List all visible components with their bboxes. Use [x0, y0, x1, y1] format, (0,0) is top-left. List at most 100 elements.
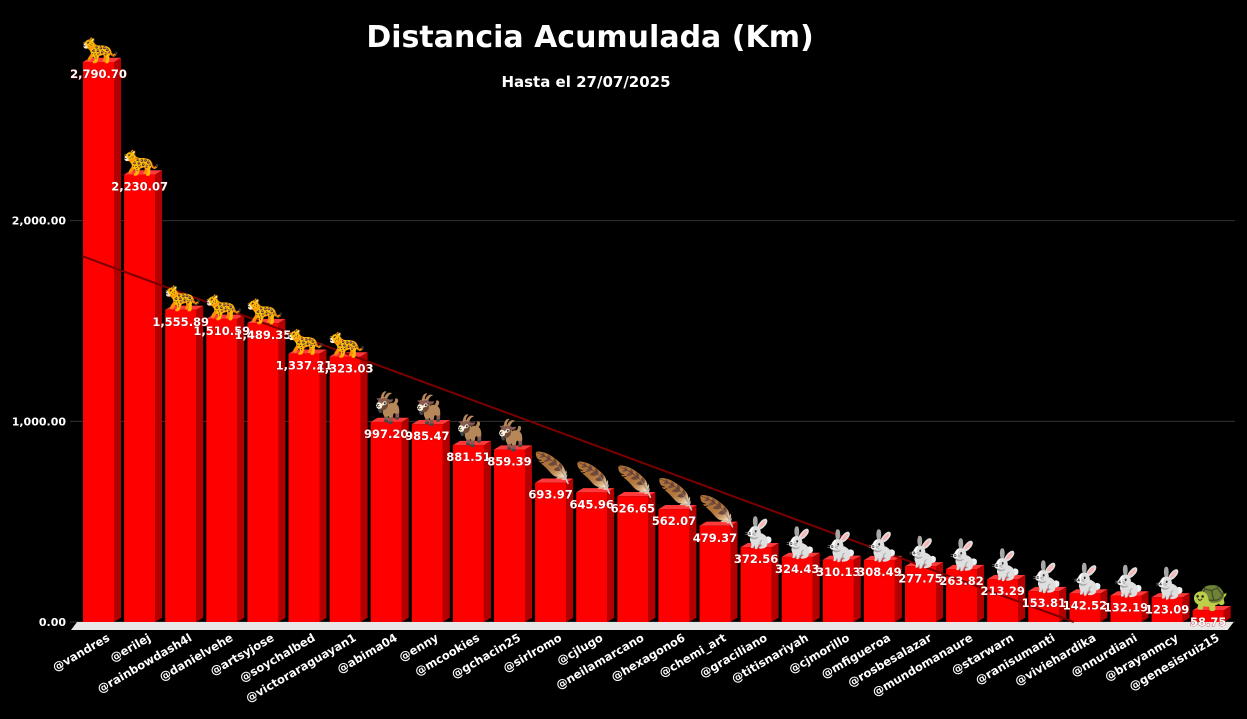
bar: [617, 496, 649, 622]
bar-top: [452, 440, 491, 446]
bar-top: [617, 492, 656, 497]
rabbit-icon: 🐇: [1068, 561, 1105, 597]
bar-top: [740, 543, 779, 548]
data-label: 132.19: [1104, 600, 1148, 614]
bar-side: [1059, 586, 1067, 622]
bar: [535, 482, 567, 622]
feather-icon: 🪶: [616, 463, 653, 500]
bar-side: [936, 562, 943, 622]
bar: [781, 556, 813, 622]
data-label: 308.49: [857, 565, 901, 579]
bar: [1069, 593, 1101, 622]
y-tick-label: 1,000.00: [12, 415, 67, 428]
data-label: 142.52: [1063, 598, 1107, 612]
y-tick-label: 2,000.00: [12, 215, 67, 228]
bar-top: [658, 505, 697, 510]
bar: [452, 445, 484, 622]
data-label: 310.13: [816, 565, 860, 579]
bar: [124, 174, 156, 622]
bar: [247, 323, 279, 622]
bar-top: [1110, 591, 1149, 596]
leopard-icon: 🐆: [82, 31, 119, 66]
bar-side: [1141, 591, 1149, 622]
data-label: 277.75: [898, 571, 942, 585]
bar: [494, 449, 525, 622]
data-label: 372.56: [734, 552, 778, 566]
rabbit-icon: 🐇: [904, 534, 941, 570]
bar-top: [987, 574, 1026, 580]
bar: [905, 566, 936, 622]
bar-top: [1028, 586, 1067, 592]
chart-title: Distancia Acumulada (Km): [366, 20, 814, 55]
data-label: 2,790.70: [70, 67, 127, 81]
data-label: 1,323.03: [317, 362, 374, 376]
bar-top: [288, 349, 327, 354]
bar-top: [699, 521, 738, 526]
bar-side: [525, 445, 532, 622]
deer-icon: 🐐: [452, 413, 489, 449]
bar: [863, 560, 895, 622]
bar: [329, 356, 361, 622]
bar-side: [155, 170, 163, 622]
rabbit-icon: 🐇: [1109, 563, 1146, 599]
bar-top: [822, 555, 861, 560]
leopard-icon: 🐆: [123, 143, 160, 178]
data-label: 1,555.89: [152, 315, 209, 329]
bar-side: [894, 555, 902, 622]
bar-top: [83, 57, 121, 62]
data-label: 562.07: [652, 514, 696, 528]
bar-top: [411, 420, 450, 425]
bar-top: [206, 314, 245, 319]
data-label: 693.97: [528, 488, 572, 502]
bar: [699, 525, 731, 622]
data-label: 2,230.07: [111, 179, 168, 193]
bar-top: [124, 170, 163, 175]
rabbit-icon: 🐇: [1150, 565, 1187, 601]
y-tick-label: 0.00: [39, 616, 66, 629]
bar-side: [648, 492, 656, 622]
bar-side: [1100, 589, 1108, 622]
bar-side: [566, 478, 574, 622]
bar-side: [812, 552, 820, 622]
bar: [1151, 597, 1183, 622]
feather-icon: 🪶: [657, 476, 694, 513]
bar-top: [946, 564, 985, 570]
rabbit-icon: 🐇: [1027, 559, 1064, 595]
bar-top: [1151, 593, 1190, 598]
bar: [206, 318, 238, 622]
bar: [370, 421, 402, 622]
bar: [658, 509, 690, 622]
turtle-icon: 🐢: [1192, 579, 1229, 614]
data-label: 985.47: [405, 429, 449, 443]
bar-side: [401, 417, 409, 622]
data-label: 263.82: [939, 574, 983, 588]
bar-top: [863, 555, 902, 561]
feather-icon: 🪶: [575, 459, 612, 496]
data-label: 479.37: [693, 531, 737, 545]
bar-side: [1018, 574, 1026, 622]
rabbit-icon: 🐇: [781, 525, 818, 561]
bar: [1192, 610, 1224, 622]
feather-icon: 🪶: [534, 450, 571, 487]
bar-top: [494, 445, 532, 450]
data-label: 626.65: [611, 501, 655, 515]
bar-side: [1223, 606, 1231, 622]
data-label: 153.81: [1022, 596, 1066, 610]
rabbit-icon: 🐇: [863, 528, 900, 564]
bar-side: [442, 420, 450, 622]
leopard-icon: 🐆: [328, 326, 365, 361]
bar-side: [607, 488, 615, 622]
trendline: [81, 255, 1075, 623]
rabbit-icon: 🐇: [739, 515, 776, 551]
bar-top: [165, 305, 204, 310]
bar: [165, 309, 197, 622]
bar: [288, 353, 320, 622]
deer-icon: 🐐: [493, 418, 530, 454]
bar-top: [370, 417, 409, 422]
bar-side: [114, 57, 121, 623]
x-tick-label: @vandres: [50, 630, 112, 674]
data-label: 859.39: [487, 455, 531, 469]
bar-side: [730, 521, 738, 622]
bar-side: [1182, 593, 1190, 622]
